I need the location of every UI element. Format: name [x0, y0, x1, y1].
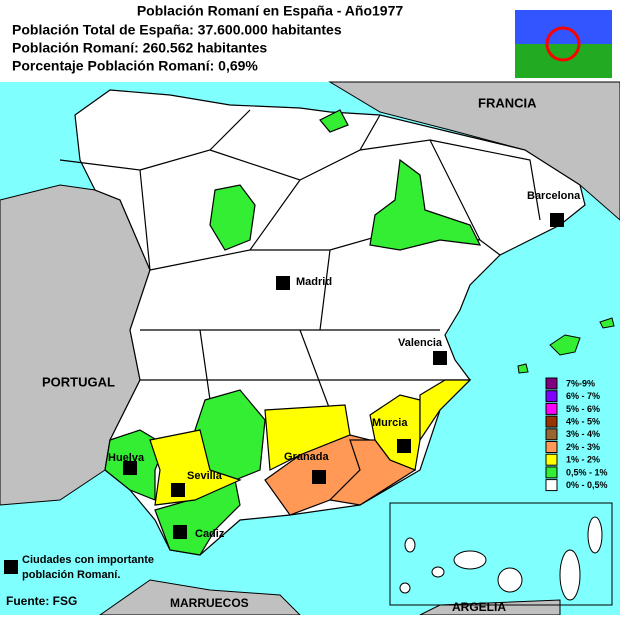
- note-line: Ciudades con importante: [22, 554, 154, 566]
- island: [549, 334, 581, 356]
- legend-label: 6% - 7%: [566, 391, 600, 401]
- city-marker: [123, 461, 137, 475]
- legend-label: 5% - 6%: [566, 404, 600, 414]
- province: [319, 109, 349, 133]
- city-label: Valencia: [398, 337, 443, 349]
- city-marker: [173, 525, 187, 539]
- legend-label: 3% - 4%: [566, 429, 600, 439]
- legend-label: 0% - 0,5%: [566, 480, 608, 490]
- city-marker: [397, 439, 411, 453]
- country-label: FRANCIA: [478, 95, 537, 110]
- city-label: Huelva: [108, 452, 145, 464]
- legend-label: 0,5% - 1%: [566, 467, 608, 477]
- city-label: Murcia: [372, 417, 408, 429]
- legend-swatch: [545, 415, 558, 428]
- province: [419, 379, 472, 442]
- legend-label: 4% - 5%: [566, 416, 600, 426]
- city-marker: [171, 483, 185, 497]
- country-label: PORTUGAL: [42, 374, 115, 389]
- header-line: Porcentaje Población Romaní: 0,69%: [12, 58, 258, 74]
- country-label: MARRUECOS: [170, 596, 249, 610]
- legend-swatch: [545, 428, 558, 441]
- inset-frame: [389, 502, 613, 606]
- source: Fuente: FSG: [6, 594, 77, 608]
- city-label: Granada: [284, 451, 330, 463]
- title: Población Romaní en España - Año1977: [137, 3, 404, 19]
- canary-islands: [399, 516, 603, 601]
- province: [369, 158, 482, 251]
- header-line: Población Total de España: 37.600.000 ha…: [12, 22, 342, 38]
- city-marker: [312, 470, 326, 484]
- country-label: ARGELIA: [452, 600, 506, 614]
- province: [209, 184, 256, 251]
- legend-swatch: [545, 453, 558, 466]
- legend-swatch: [545, 441, 558, 453]
- legend-label: 1% - 2%: [566, 455, 600, 465]
- city-marker: [550, 213, 564, 227]
- city-label: Sevilla: [187, 470, 223, 482]
- legend-swatch: [545, 390, 558, 403]
- note-marker: [4, 560, 18, 574]
- legend-label: 2% - 3%: [566, 442, 600, 452]
- island: [517, 363, 529, 374]
- province-borders: [59, 109, 541, 411]
- flag-wheel: [545, 26, 581, 62]
- legend-swatch: [545, 377, 558, 390]
- header-line: Población Romaní: 260.562 habitantes: [12, 40, 267, 56]
- province: [328, 439, 417, 506]
- city-label: Cadiz: [195, 528, 225, 540]
- city-marker: [433, 351, 447, 365]
- legend-swatch: [545, 402, 558, 415]
- legend-swatch: [545, 466, 558, 479]
- legend-swatch: [545, 479, 558, 492]
- city-label: Barcelona: [527, 190, 581, 202]
- city-marker: [276, 276, 290, 290]
- legend-label: 7%-9%: [566, 378, 595, 388]
- city-label: Madrid: [296, 276, 332, 288]
- note-line: población Romaní.: [22, 569, 120, 581]
- island: [599, 317, 615, 329]
